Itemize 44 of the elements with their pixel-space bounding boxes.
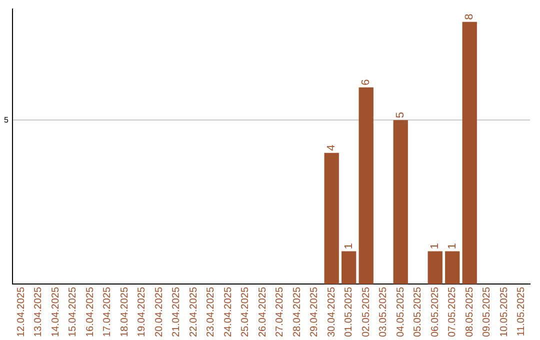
x-tick-label: 07.05.2025 [447, 286, 458, 338]
bar [393, 120, 408, 284]
x-tick-label: 01.05.2025 [344, 286, 355, 338]
data-label: 5 [394, 112, 407, 118]
x-tick-label: 02.05.2025 [360, 286, 372, 338]
data-label: 6 [360, 79, 372, 86]
x-tick-label: 09.05.2025 [482, 286, 493, 338]
x-tick-label: 24.04.2025 [222, 286, 234, 338]
bar [462, 22, 477, 284]
bar [324, 152, 339, 284]
bar [428, 251, 442, 284]
x-tick-label: 23.04.2025 [206, 286, 217, 338]
bar [445, 251, 460, 284]
x-tick-label: 12.04.2025 [16, 286, 27, 338]
x-tick-label: 13.04.2025 [33, 286, 44, 338]
x-tick-label: 14.04.2025 [50, 286, 62, 338]
x-tick-label: 30.04.2025 [326, 286, 338, 338]
x-tick-label: 15.04.2025 [68, 286, 79, 338]
x-tick-label: 10.05.2025 [498, 286, 510, 338]
x-tick-label: 16.04.2025 [84, 286, 96, 338]
x-tick-label: 06.05.2025 [430, 286, 441, 338]
x-tick-label: 03.05.2025 [378, 286, 390, 338]
x-tick-label: 26.04.2025 [257, 286, 268, 338]
data-label: 4 [326, 144, 338, 151]
x-tick-label: 28.04.2025 [292, 286, 303, 338]
x-tick-label: 29.04.2025 [309, 286, 320, 338]
x-tick-label: 22.04.2025 [188, 286, 200, 338]
x-tick-label: 25.04.2025 [240, 286, 252, 338]
x-tick-label: 18.04.2025 [119, 286, 130, 338]
data-label: 1 [342, 243, 355, 250]
x-tick-label: 27.04.2025 [274, 286, 286, 338]
x-tick-label: 05.05.2025 [412, 286, 424, 338]
data-label: 1 [429, 243, 442, 250]
bar [358, 87, 374, 284]
x-tick-label: 17.04.2025 [102, 286, 114, 338]
x-tick-label: 11.05.2025 [516, 286, 528, 336]
x-tick-label: 08.05.2025 [464, 286, 476, 338]
data-label: 8 [464, 14, 476, 20]
data-label: 1 [446, 243, 458, 250]
x-tick-label: 21.04.2025 [171, 286, 182, 338]
bar [342, 251, 356, 284]
x-tick-label: 20.04.2025 [154, 286, 165, 338]
x-tick-label: 04.05.2025 [395, 286, 406, 338]
x-tick-label: 19.04.2025 [136, 286, 148, 338]
